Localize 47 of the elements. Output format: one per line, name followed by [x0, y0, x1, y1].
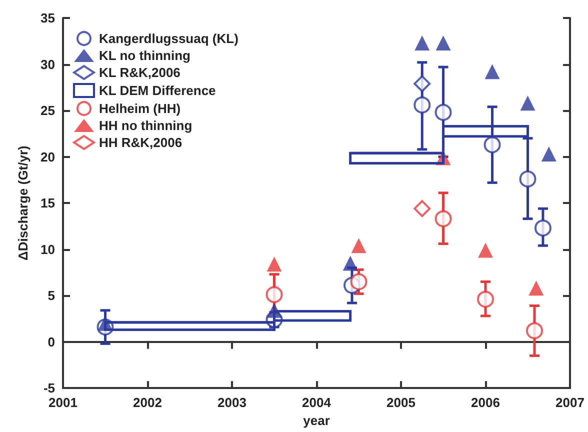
legend-label: Helheim (HH)	[99, 101, 181, 116]
legend-label: KL no thinning	[99, 48, 191, 63]
point	[342, 256, 358, 271]
point	[526, 322, 544, 340]
point	[414, 35, 430, 50]
x-tick-label: 2001	[48, 395, 78, 410]
legend-label: KL R&K,2006	[99, 65, 180, 80]
point	[434, 104, 452, 121]
y-axis-title: ΔDischarge (Gt/yr)	[16, 146, 31, 260]
x-tick-label: 2006	[471, 395, 500, 410]
point	[414, 200, 431, 218]
point	[414, 96, 431, 114]
x-tick-label: 2003	[218, 395, 246, 410]
point	[478, 242, 493, 258]
point	[436, 35, 451, 50]
point	[351, 238, 366, 254]
point	[477, 290, 494, 308]
y-tick-label: 25	[40, 103, 55, 118]
y-tick-label: 15	[40, 196, 55, 211]
x-tick-label: 2004	[302, 395, 332, 410]
point	[434, 210, 452, 228]
y-tick-label: 5	[48, 288, 55, 304]
point	[534, 220, 552, 237]
y-tick-label: 0	[48, 334, 55, 350]
legend-label: KL DEM Difference	[99, 83, 216, 98]
x-axis-title: year	[303, 413, 330, 428]
point	[541, 146, 556, 162]
point	[519, 170, 536, 188]
legend-label: Kangerdlugssuaq (KL)	[99, 31, 238, 46]
point	[266, 256, 282, 272]
point	[350, 273, 368, 290]
y-tick-label: 30	[40, 56, 55, 72]
legend-label: HH R&K,2006	[99, 135, 182, 150]
y-tick-label: -5	[43, 380, 55, 396]
point	[520, 96, 536, 111]
y-tick-label: 20	[40, 149, 55, 164]
point	[484, 136, 501, 154]
x-tick-label: 2002	[133, 395, 162, 410]
legend-label: HH no thinning	[99, 118, 192, 133]
point	[414, 75, 431, 92]
x-tick-label: 2005	[386, 395, 416, 410]
point	[266, 286, 283, 304]
point	[528, 280, 544, 296]
y-tick-label: 35	[40, 10, 55, 26]
point	[484, 64, 500, 80]
y-tick-label: 10	[40, 242, 55, 257]
x-tick-label: 2007	[556, 395, 584, 410]
